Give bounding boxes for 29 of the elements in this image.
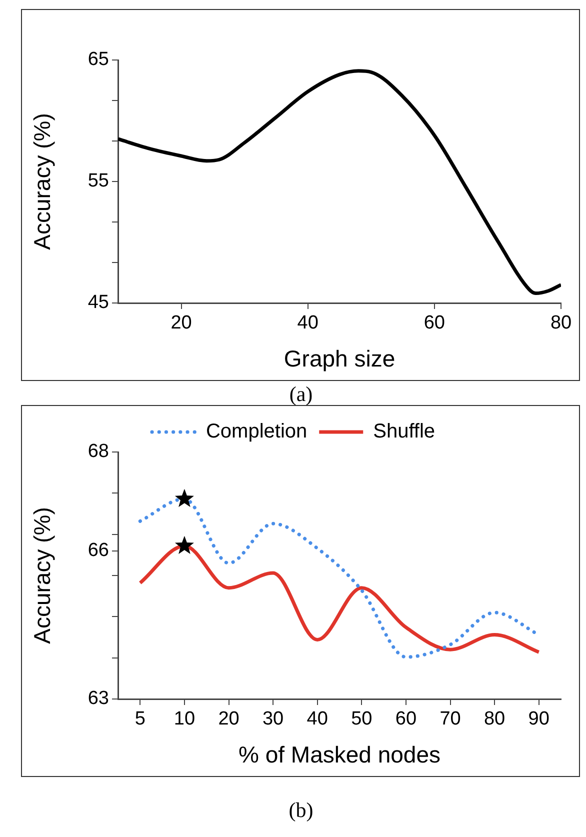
x-tick-label: 30 [262,708,284,730]
x-axis-title: Graph size [284,346,396,372]
x-tick-label: 90 [528,708,550,730]
text: (b) [288,798,314,823]
legend-label: Completion [206,420,308,443]
x-tick-label: 5 [134,708,146,730]
x-tick-label: 50 [351,708,372,730]
x-tick-label: 70 [440,708,461,730]
line-series [118,69,561,296]
y-tick-label: 63 [88,688,109,710]
x-tick-label: 10 [174,708,196,730]
x-tick-label: 20 [170,312,192,334]
x-axis-title: % of Masked nodes [238,742,441,768]
y-tick-label: 55 [88,170,109,192]
x-tick-label: 20 [218,708,240,730]
text: (a) [288,382,314,407]
x-tick-label: 60 [424,312,445,334]
y-axis-title: Accuracy (%) [29,507,56,644]
x-tick-label: 60 [395,708,417,730]
x-tick-label: 80 [484,708,506,730]
x-tick-label: 40 [297,312,318,334]
x-tick-label: 40 [306,708,328,730]
x-tick-label: 80 [550,312,572,334]
y-tick-label: 45 [88,292,109,314]
y-tick-label: 65 [88,49,109,70]
y-axis-title: Accuracy (%) [29,113,56,250]
legend-label: Shuffle [373,420,436,443]
y-tick-label: 68 [88,441,109,462]
y-tick-label: 66 [88,540,109,562]
